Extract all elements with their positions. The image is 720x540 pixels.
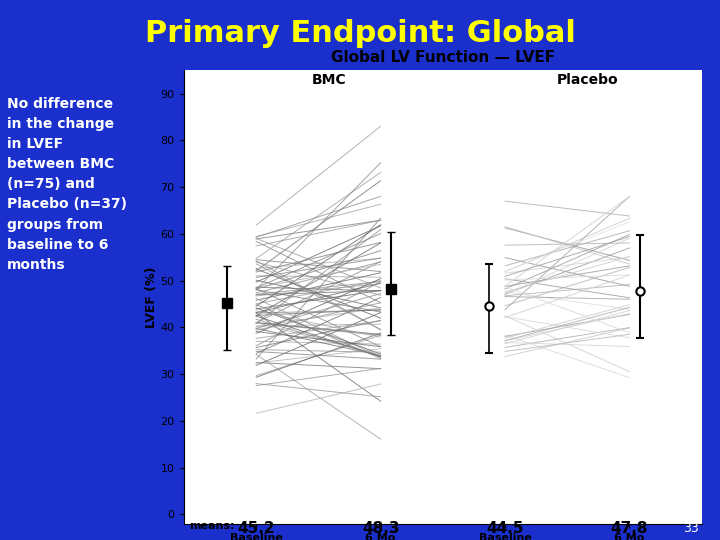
- Text: Placebo: Placebo: [557, 72, 618, 86]
- Text: 44.5: 44.5: [486, 522, 523, 536]
- Text: BMC: BMC: [312, 72, 346, 86]
- Text: No difference
in the change
in LVEF
between BMC
(n=75) and
Placebo (n=37)
groups: No difference in the change in LVEF betw…: [7, 97, 127, 272]
- Text: 33: 33: [683, 522, 698, 535]
- Y-axis label: LVEF (%): LVEF (%): [145, 266, 158, 328]
- Text: means:: means:: [189, 522, 234, 531]
- Text: 45.2: 45.2: [238, 522, 275, 536]
- Text: Primary Endpoint: Global: Primary Endpoint: Global: [145, 19, 575, 48]
- Title: Global LV Function — LVEF: Global LV Function — LVEF: [330, 50, 555, 65]
- Text: 48.3: 48.3: [362, 522, 400, 536]
- Text: 47.8: 47.8: [611, 522, 648, 536]
